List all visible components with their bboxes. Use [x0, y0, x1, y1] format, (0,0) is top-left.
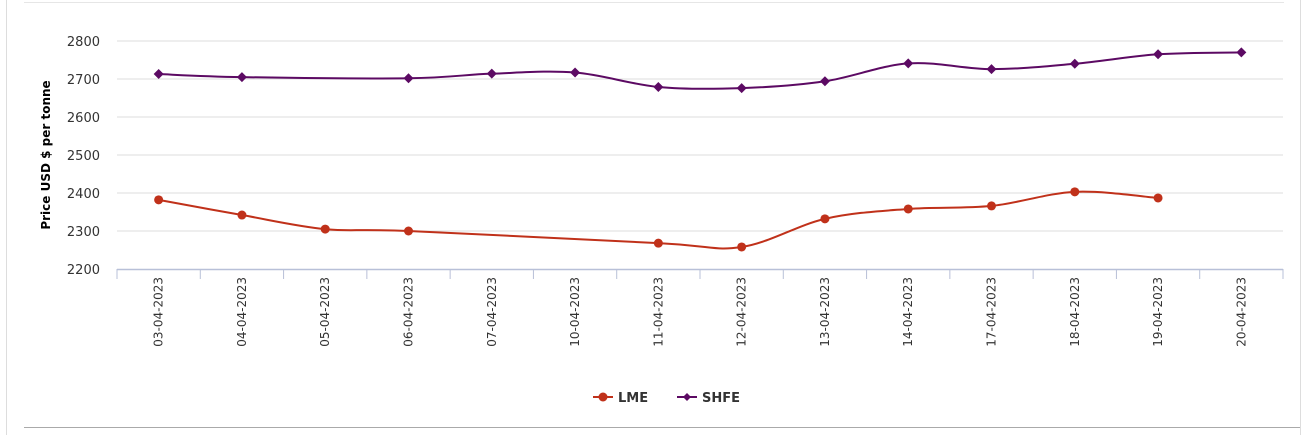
data-point-lme — [653, 238, 663, 248]
y-tick-label: 2400 — [67, 187, 100, 202]
x-tick-label: 12-04-2023 — [735, 277, 749, 347]
data-point-shfe — [236, 72, 247, 83]
y-tick-label: 2300 — [67, 225, 100, 240]
data-point-lme — [404, 226, 413, 236]
legend-item-lme[interactable]: LME — [593, 391, 648, 406]
bottom-divider — [24, 427, 1300, 428]
data-point-shfe — [570, 67, 581, 78]
data-point-lme — [320, 224, 330, 234]
data-point-shfe — [1153, 49, 1164, 60]
data-point-shfe — [403, 73, 414, 84]
series-line-shfe — [158, 51, 1242, 90]
data-point-lme — [903, 204, 913, 214]
x-tick-label: 10-04-2023 — [568, 277, 582, 347]
x-tick-label: 18-04-2023 — [1068, 277, 1082, 347]
data-point-lme — [1070, 187, 1080, 197]
data-point-lme — [820, 214, 830, 224]
x-tick-label: 03-04-2023 — [152, 277, 166, 347]
x-tick-label: 11-04-2023 — [651, 277, 665, 347]
legend-circle-icon — [598, 392, 608, 402]
x-tick-label: 06-04-2023 — [402, 277, 416, 347]
x-tick-label: 20-04-2023 — [1234, 277, 1248, 347]
data-point-shfe — [819, 76, 830, 87]
data-point-shfe — [736, 83, 747, 94]
top-panel-edge — [24, 0, 1284, 3]
y-tick-label: 2800 — [67, 35, 100, 50]
data-point-shfe — [986, 64, 997, 75]
y-tick-label: 2600 — [67, 111, 100, 126]
frame-border-left — [6, 0, 7, 435]
series-line-lme — [158, 190, 1159, 250]
x-tick-label: 13-04-2023 — [818, 277, 832, 347]
data-point-shfe — [903, 58, 914, 69]
x-tick-label: 19-04-2023 — [1151, 277, 1165, 347]
y-tick-label: 2500 — [67, 149, 100, 164]
data-point-shfe — [653, 81, 664, 92]
x-tick-label: 17-04-2023 — [985, 277, 999, 347]
y-axis-label: Price USD $ per tonne — [39, 80, 53, 229]
legend-diamond-icon — [683, 393, 691, 401]
legend-item-shfe[interactable]: SHFE — [677, 391, 740, 406]
data-point-shfe — [153, 69, 164, 80]
x-tick-label: 04-04-2023 — [235, 277, 249, 347]
x-tick-label: 14-04-2023 — [901, 277, 915, 347]
data-point-shfe — [1069, 58, 1080, 69]
x-tick-label: 05-04-2023 — [318, 277, 332, 347]
data-point-shfe — [1236, 47, 1247, 58]
data-point-lme — [237, 210, 247, 220]
data-point-lme — [154, 195, 164, 205]
frame-border-right — [1300, 0, 1301, 435]
data-point-shfe — [486, 68, 497, 79]
legend-label: SHFE — [702, 391, 740, 406]
data-point-lme — [1153, 193, 1163, 203]
data-point-lme — [737, 242, 747, 252]
data-point-lme — [987, 201, 996, 211]
x-tick-label: 07-04-2023 — [485, 277, 499, 347]
y-tick-label: 2700 — [67, 73, 100, 88]
y-tick-label: 2200 — [67, 263, 100, 278]
legend-label: LME — [618, 391, 648, 406]
